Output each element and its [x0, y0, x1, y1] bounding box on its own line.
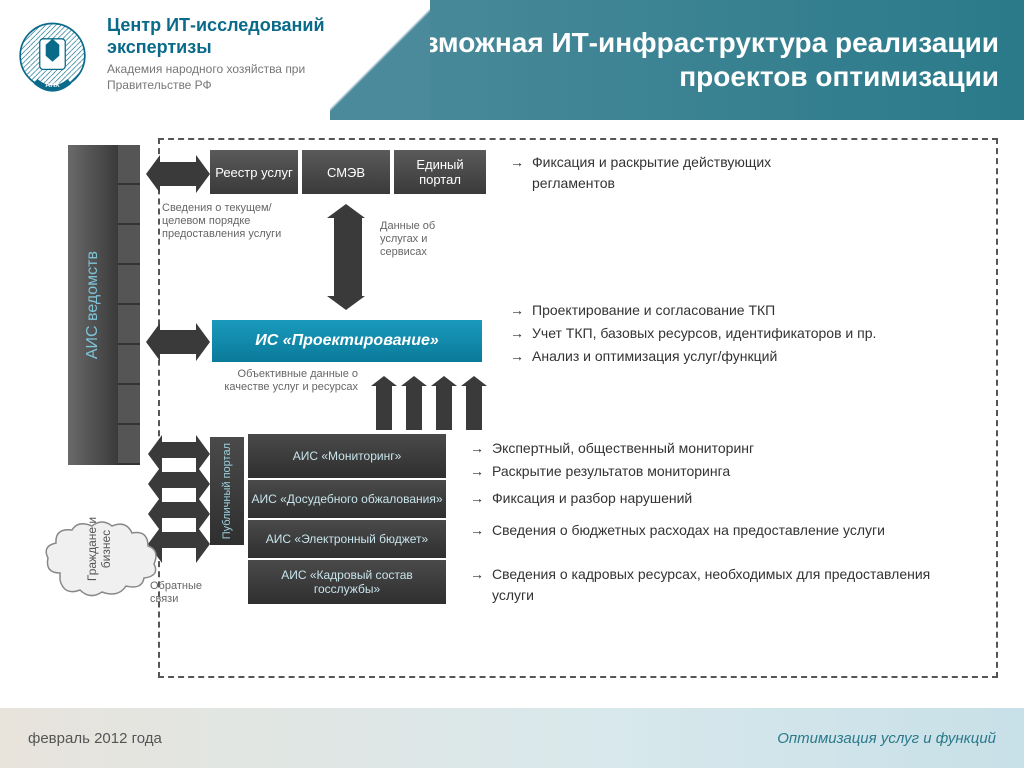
portal-box: Единый портал [394, 150, 486, 194]
reestr-box: Реестр услуг [210, 150, 298, 194]
ais-budget-box: АИС «Электронный бюджет» [248, 520, 446, 558]
footer-left: февраль 2012 года [28, 730, 162, 747]
arrow-up-icon [466, 386, 482, 430]
slide-title: Возможная ИТ-инфраструктура реализации п… [380, 26, 999, 93]
label-feedback: Обратные связи [150, 580, 230, 606]
bullets-group-2: →Проектирование и согласование ТКП →Учет… [510, 300, 980, 369]
diagram: АИС ведомств Реестр услуг СМЭВ Единый по… [0, 120, 1024, 708]
svg-text:АНХ: АНХ [45, 82, 60, 89]
bullets-group-5: →Сведения о бюджетных расходах на предос… [470, 520, 950, 543]
arrow-h-icon [160, 162, 196, 186]
arrow-h-icon [162, 442, 196, 458]
smev-box: СМЭВ [302, 150, 390, 194]
footer-right: Оптимизация услуг и функций [777, 730, 996, 747]
footer: февраль 2012 года Оптимизация услуг и фу… [0, 708, 1024, 768]
arrow-h-icon [162, 532, 196, 548]
header: АНХ Центр ИТ-исследований и экспертизы А… [0, 0, 1024, 120]
header-left: АНХ Центр ИТ-исследований и экспертизы А… [0, 0, 380, 120]
arrow-up-icon [406, 386, 422, 430]
arrow-v-icon [334, 218, 362, 296]
label-svedenia: Сведения о текущем/целевом порядке предо… [162, 202, 282, 242]
bullets-group-6: →Сведения о кадровых ресурсах, необходим… [470, 564, 950, 608]
bullets-group-3: →Экспертный, общественный мониторинг →Ра… [470, 438, 950, 484]
public-portal-box: Публичный портал [210, 437, 244, 545]
bullets-group-4: →Фиксация и разбор нарушений [470, 488, 950, 511]
arrow-up-icon [376, 386, 392, 430]
label-dannye: Данные об услугах и сервисах [380, 220, 470, 260]
ais-kadry-box: АИС «Кадровый состав госслужбы» [248, 560, 446, 604]
ais-vedomstv-stack-icon [118, 145, 140, 465]
arrow-h-icon [162, 472, 196, 488]
is-design-box: ИС «Проектирование» [212, 320, 482, 362]
cloud-label: Граждане и бизнес [85, 514, 113, 584]
header-right: Возможная ИТ-инфраструктура реализации п… [380, 0, 1024, 120]
label-objective: Объективные данные о качестве услуг и ре… [218, 368, 358, 394]
arrow-h-icon [160, 330, 196, 354]
bullets-group-1: →Фиксация и раскрытие действующих реглам… [510, 152, 810, 196]
emblem-icon: АНХ [10, 15, 95, 100]
ais-monitoring-box: АИС «Мониторинг» [248, 434, 446, 478]
arrow-h-icon [162, 502, 196, 518]
ais-vedomstv-box: АИС ведомств [68, 145, 118, 465]
ais-dosud-box: АИС «Досудебного обжалования» [248, 480, 446, 518]
arrow-up-icon [436, 386, 452, 430]
